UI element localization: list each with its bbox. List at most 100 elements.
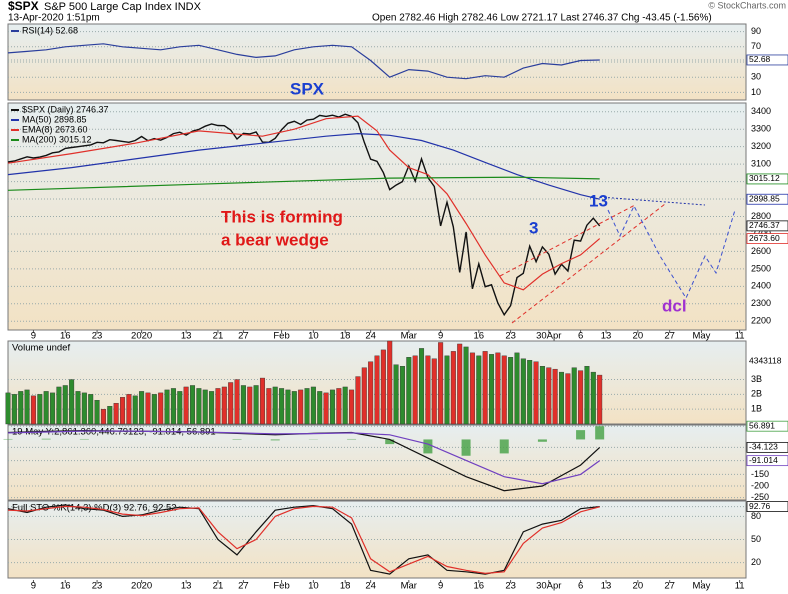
volume-bar (412, 355, 418, 425)
legend-label: MA(200) 3015.12 (22, 134, 92, 144)
x-tick-label: 20 (633, 331, 644, 342)
symbol-name: S&P 500 Large Cap Index INDX (44, 1, 202, 13)
volume-bar (50, 392, 56, 425)
volume-bar (228, 382, 234, 425)
tag-box (746, 193, 788, 205)
x-tick-label: May (692, 331, 710, 342)
y-tick-label: 10 (751, 87, 761, 97)
x-tick-label: 9 (31, 581, 36, 592)
volume-bar (253, 385, 259, 425)
volume-bar (164, 389, 170, 425)
x-tick-label: Feb (273, 331, 289, 342)
series-line (7, 430, 601, 485)
series-line (7, 132, 600, 200)
x-tick-label: Mar (401, 331, 417, 342)
volume-bar (158, 392, 164, 425)
x-tick-label: 20 (633, 581, 644, 592)
y-tick-label: 2200 (751, 316, 771, 326)
ma-projection (599, 196, 706, 206)
x-tick-label: 11 (735, 581, 745, 592)
volume-bar (30, 395, 36, 425)
x-tick-label: 16 (60, 581, 71, 592)
volume-bar (539, 365, 545, 425)
volume-bar (43, 391, 49, 425)
volume-bar (597, 374, 603, 425)
panel-title: 19 May Y:2,861.360,446.79123, -91.014, 5… (12, 427, 216, 438)
volume-bar (304, 388, 310, 425)
histogram-bar (499, 439, 509, 454)
tag-box (746, 233, 788, 244)
volume-bar (247, 386, 253, 425)
histogram-bar (461, 439, 471, 456)
y-tick-label: 2600 (751, 246, 771, 256)
tag-box (746, 420, 788, 432)
volume-bar (425, 355, 431, 425)
y-tick-label: 2B (751, 389, 762, 399)
x-tick-label: 13 (601, 331, 612, 342)
volume-bar (100, 408, 106, 425)
volume-bar (559, 371, 565, 425)
y-tick-label: 2300 (751, 298, 771, 308)
x-tick-label: 9 (31, 331, 36, 342)
tag-box (746, 220, 788, 232)
last-tag: 3015.12 (749, 173, 780, 183)
volume-bar (209, 391, 215, 425)
annotation: This is forming (221, 207, 343, 226)
volume-bar (387, 340, 393, 425)
tag-box (746, 441, 788, 453)
series-line (7, 176, 600, 191)
x-tick-label: 13 (601, 581, 612, 592)
x-tick-label: 30Apr (536, 331, 561, 342)
y-tick-label: 80 (751, 511, 761, 521)
volume-bar (196, 388, 202, 425)
panels: 10305052.687090RSI(14) 52.6852.682200230… (3, 23, 788, 592)
volume-bar (349, 389, 355, 425)
x-tick-label: 10 (308, 331, 319, 342)
volume-bar (272, 386, 278, 425)
volume-bar (501, 355, 507, 425)
volume-bar (291, 391, 297, 425)
volume-bar (317, 391, 323, 425)
volume-bar (514, 352, 520, 425)
volume-bar (240, 385, 246, 425)
volume-bar (527, 360, 533, 425)
y-tick-label: 50 (751, 534, 761, 544)
volume-bar (431, 358, 437, 425)
y-tick-label: 20 (751, 557, 761, 567)
tag-box (746, 173, 788, 185)
x-tick-label: 21 (213, 581, 224, 592)
x-tick-label: 16 (474, 331, 485, 342)
y-tick-label: 3200 (751, 141, 771, 151)
volume-bar (450, 351, 456, 425)
volume-bar (177, 391, 183, 425)
tag-box (746, 501, 788, 512)
volume-bar (183, 386, 189, 425)
y-tick-label: 30 (751, 72, 761, 82)
x-tick-label: 30Apr (536, 581, 561, 592)
volume-bar (259, 377, 265, 425)
y-tick-label: 3100 (751, 158, 771, 168)
volume-bar (533, 361, 539, 425)
y-tick-label: 3300 (751, 124, 771, 134)
x-tick-label: 2020 (131, 331, 152, 342)
x-tick-label: 23 (505, 581, 516, 592)
x-tick-label: 23 (92, 581, 103, 592)
annotation: SPX (290, 79, 325, 98)
x-tick-label: May (692, 581, 710, 592)
volume-bar (419, 348, 425, 425)
volume-bar (189, 385, 195, 425)
legend-label: $SPX (Daily) 2746.37 (22, 104, 109, 114)
volume-bar (5, 392, 11, 425)
volume-bar (565, 373, 571, 425)
volume-bar (329, 389, 335, 425)
datetime: 13-Apr-2020 1:51pm (8, 13, 100, 24)
volume-bar (489, 354, 495, 425)
volume-bar (584, 365, 590, 425)
x-tick-label: 9 (438, 581, 443, 592)
x-tick-label: 18 (340, 331, 351, 342)
volume-bar (342, 386, 348, 425)
legend-label: MA(50) 2898.85 (22, 114, 87, 124)
volume-bar (298, 389, 304, 425)
histogram-bar (423, 439, 433, 454)
